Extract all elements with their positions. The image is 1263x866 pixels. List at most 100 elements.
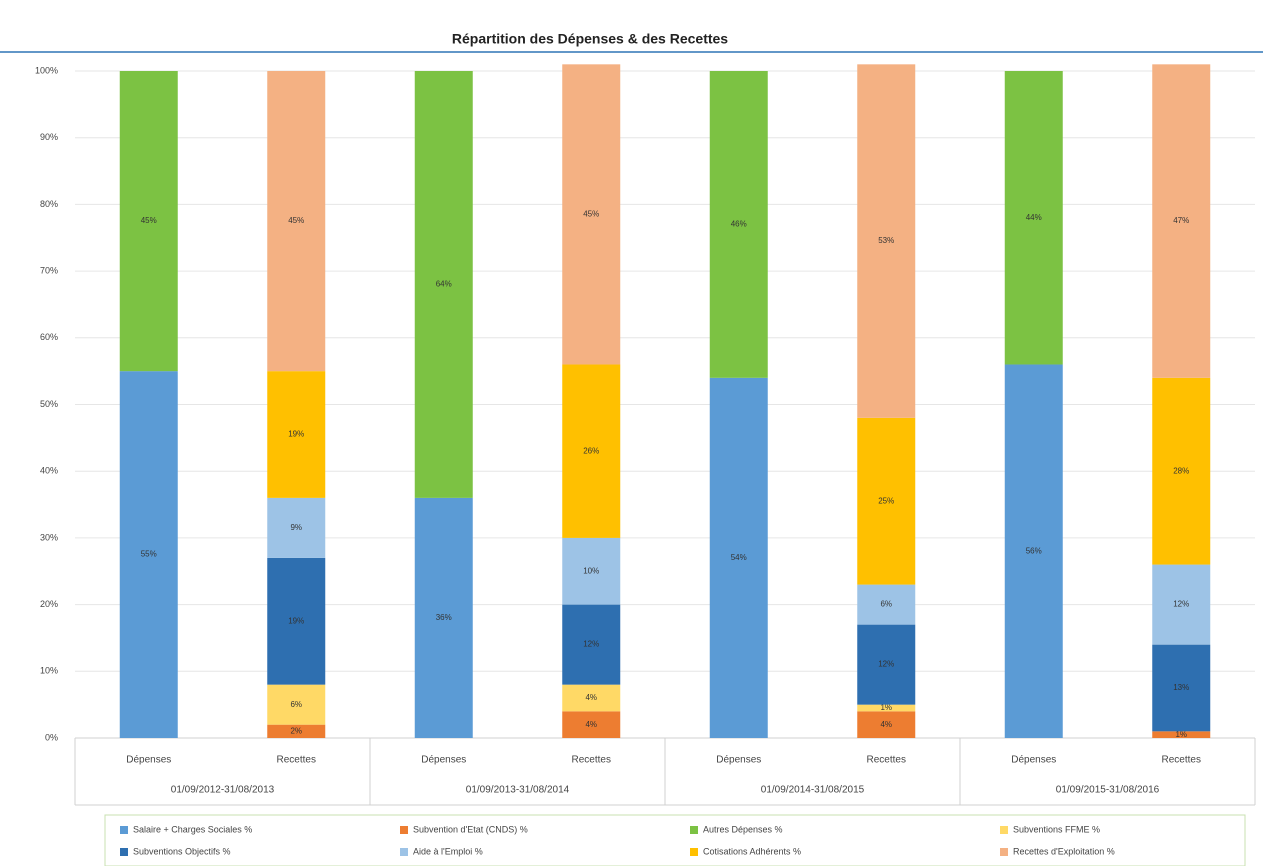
y-tick-label: 20%	[40, 599, 58, 609]
data-label: 26%	[583, 446, 599, 455]
data-label: 47%	[1173, 216, 1189, 225]
bar-segment	[267, 371, 326, 498]
legend-swatch	[400, 848, 408, 856]
data-label: 28%	[1173, 466, 1189, 475]
data-label: 12%	[878, 660, 894, 669]
data-label: 54%	[731, 553, 747, 562]
data-label: 55%	[141, 550, 157, 559]
data-label: 1%	[1175, 730, 1187, 739]
bar-segment	[857, 624, 916, 705]
data-label: 4%	[880, 720, 892, 729]
data-label: 6%	[880, 600, 892, 609]
data-label: 2%	[290, 726, 302, 735]
data-label: 64%	[436, 280, 452, 289]
x-tick-label: Dépenses	[716, 755, 761, 766]
bar-segment	[1152, 64, 1211, 378]
y-tick-label: 90%	[40, 132, 58, 142]
legend-swatch	[690, 826, 698, 834]
data-label: 45%	[141, 216, 157, 225]
legend-label: Autres Dépenses %	[703, 824, 783, 834]
data-label: 9%	[290, 523, 302, 532]
data-label: 44%	[1026, 213, 1042, 222]
x-tick-label: Recettes	[277, 755, 316, 766]
legend-swatch	[120, 848, 128, 856]
chart-title: Répartition des Dépenses & des Recettes	[452, 31, 728, 47]
y-tick-label: 0%	[45, 732, 58, 742]
bar-segment	[1152, 377, 1211, 565]
x-tick-label: Dépenses	[421, 755, 466, 766]
bar-segment	[267, 497, 326, 558]
x-tick-label: Recettes	[572, 755, 611, 766]
y-tick-label: 100%	[35, 65, 58, 75]
legend-label: Subvention d'Etat (CNDS) %	[413, 824, 528, 834]
bar-segment	[709, 377, 768, 738]
group-label: 01/09/2012-31/08/2013	[171, 785, 275, 796]
bar-segment	[857, 417, 916, 585]
data-label: 45%	[288, 216, 304, 225]
group-label: 01/09/2015-31/08/2016	[1056, 785, 1160, 796]
legend-label: Subventions Objectifs %	[133, 846, 231, 856]
legend-label: Aide à l'Emploi %	[413, 846, 483, 856]
legend-label: Subventions FFME %	[1013, 824, 1100, 834]
bar-segment	[267, 71, 326, 372]
bar-segment	[1004, 71, 1063, 365]
bar-segment	[267, 684, 326, 725]
data-label: 25%	[878, 496, 894, 505]
legend-swatch	[1000, 848, 1008, 856]
y-tick-label: 30%	[40, 532, 58, 542]
data-label: 6%	[290, 700, 302, 709]
group-label: 01/09/2014-31/08/2015	[761, 785, 865, 796]
data-label: 56%	[1026, 546, 1042, 555]
legend-box	[104, 814, 1246, 866]
bar-segment	[1152, 564, 1211, 645]
bar-segment	[414, 71, 473, 498]
bar-segment	[562, 684, 621, 712]
bar-segment	[857, 704, 916, 712]
bar-segment	[709, 71, 768, 378]
group-label: 01/09/2013-31/08/2014	[466, 785, 570, 796]
bar-segment	[1152, 731, 1211, 738]
bar-segment	[562, 711, 621, 738]
bar-segment	[1152, 644, 1211, 732]
bar-segment	[119, 71, 178, 372]
bar-segment	[562, 364, 621, 538]
data-label: 10%	[583, 566, 599, 575]
data-label: 19%	[288, 616, 304, 625]
x-tick-label: Dépenses	[1011, 755, 1056, 766]
data-label: 36%	[436, 613, 452, 622]
y-tick-label: 80%	[40, 199, 58, 209]
bar-segment	[562, 604, 621, 685]
y-tick-label: 70%	[40, 265, 58, 275]
data-label: 1%	[880, 703, 892, 712]
bar-segment	[562, 537, 621, 605]
data-label: 12%	[1173, 600, 1189, 609]
bar-segment	[267, 557, 326, 685]
data-label: 4%	[585, 693, 597, 702]
legend-swatch	[120, 826, 128, 834]
x-tick-label: Dépenses	[126, 755, 171, 766]
legend-swatch	[690, 848, 698, 856]
legend-swatch	[1000, 826, 1008, 834]
y-tick-label: 40%	[40, 466, 58, 476]
data-label: 53%	[878, 236, 894, 245]
data-label: 45%	[583, 210, 599, 219]
bar-segment	[414, 497, 473, 738]
bar-segment	[119, 371, 178, 738]
bar-segment	[267, 724, 326, 738]
data-label: 4%	[585, 720, 597, 729]
bar-segment	[857, 584, 916, 625]
data-label: 13%	[1173, 683, 1189, 692]
bar-segment	[857, 64, 916, 418]
data-label: 19%	[288, 430, 304, 439]
bar-segment	[562, 64, 621, 365]
y-tick-label: 10%	[40, 666, 58, 676]
y-tick-label: 60%	[40, 332, 58, 342]
x-tick-label: Recettes	[867, 755, 906, 766]
y-tick-label: 50%	[40, 399, 58, 409]
data-label: 12%	[583, 640, 599, 649]
x-tick-label: Recettes	[1162, 755, 1201, 766]
legend-label: Recettes d'Exploitation %	[1013, 846, 1115, 856]
bar-segment	[1004, 364, 1063, 738]
